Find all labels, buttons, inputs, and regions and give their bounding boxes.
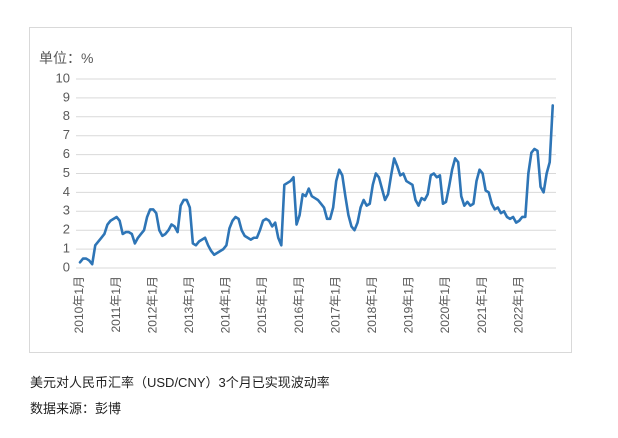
x-tick-label: 2022年1月 [511, 276, 525, 333]
y-tick-labels: 0 1 2 3 4 5 6 7 8 9 10 [56, 70, 70, 274]
x-tick-label: 2019年1月 [402, 276, 416, 333]
chart-title: 美元对人民币汇率（USD/CNY）3个月已实现波动率 [30, 375, 330, 390]
y-tick-label: 7 [63, 127, 70, 142]
x-tick-label: 2018年1月 [365, 276, 379, 333]
data-source-note: 数据来源：彭博 [30, 401, 122, 416]
x-tick-label: 2015年1月 [255, 276, 269, 333]
gridlines [76, 78, 556, 269]
y-tick-label: 1 [63, 241, 70, 256]
x-tick-label: 2011年1月 [109, 276, 123, 332]
y-tick-label: 4 [63, 184, 70, 199]
x-tick-label: 2014年1月 [219, 276, 233, 333]
x-tick-labels: 2010年1月 2011年1月 2012年1月 2013年1月 2014年1月 2015年… [72, 276, 525, 333]
y-tick-label: 3 [63, 203, 70, 218]
x-tick-label: 2021年1月 [475, 276, 489, 333]
x-tick-label: 2012年1月 [145, 276, 159, 333]
y-tick-label: 5 [63, 165, 70, 180]
series-line [78, 104, 555, 266]
chart-frame: 单位：% 0 1 2 3 4 5 6 7 8 9 10 2010年1月 2011年1月 2012年1月 2… [29, 27, 572, 353]
y-tick-label: 8 [63, 108, 70, 123]
y-axis-unit-label: 单位：% [39, 50, 94, 66]
y-tick-label: 0 [63, 259, 70, 274]
x-tick-label: 2013年1月 [182, 276, 196, 333]
y-tick-label: 2 [63, 222, 70, 237]
x-tick-label: 2017年1月 [328, 276, 342, 333]
line-chart: 0 1 2 3 4 5 6 7 8 9 10 2010年1月 2011年1月 2012年1月 2013年1… [56, 70, 556, 333]
x-tick-label: 2010年1月 [72, 276, 86, 333]
y-tick-label: 9 [63, 89, 70, 104]
y-tick-label: 6 [63, 146, 70, 161]
y-tick-label: 10 [56, 70, 70, 85]
x-tick-label: 2020年1月 [438, 276, 452, 333]
x-tick-label: 2016年1月 [292, 276, 306, 333]
